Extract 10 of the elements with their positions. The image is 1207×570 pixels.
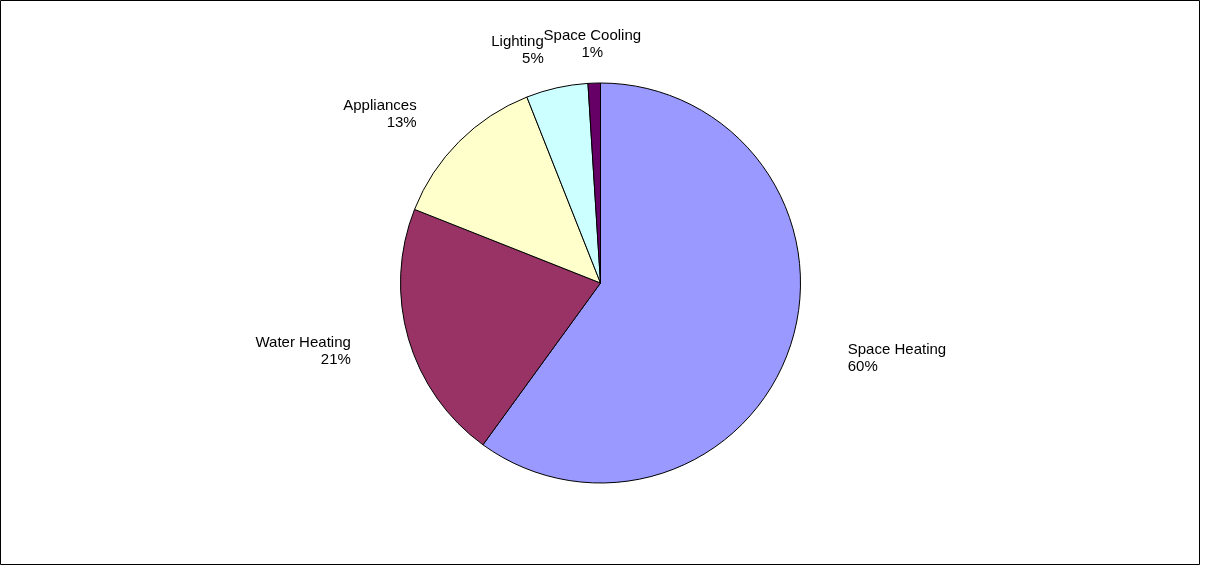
data-label: 60% — [847, 357, 878, 375]
slice-label: Space Heating — [847, 340, 947, 358]
slice-label: Space Cooling — [543, 26, 642, 44]
data-label: 5% — [522, 48, 544, 66]
slice-label: Lighting — [491, 31, 544, 49]
slice-label: Appliances — [343, 96, 417, 114]
data-label: 21% — [320, 349, 351, 367]
slice-label: Water Heating — [255, 332, 351, 350]
data-label: 1% — [581, 43, 604, 61]
data-label: 13% — [386, 113, 417, 131]
